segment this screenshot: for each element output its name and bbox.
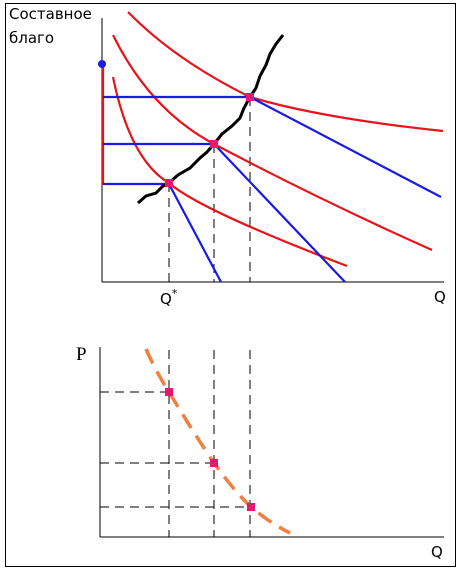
dashed-guides bbox=[100, 350, 251, 537]
q-star-label: Q* bbox=[160, 287, 178, 308]
tangency-points bbox=[165, 93, 254, 187]
dashed-guides bbox=[168, 97, 251, 282]
demand-curve bbox=[144, 348, 291, 535]
x-axis-label: Q bbox=[431, 543, 443, 561]
y-axis-label: P bbox=[76, 344, 87, 365]
q-star: Q bbox=[160, 290, 172, 308]
y-axis-label: Составное bbox=[9, 5, 92, 23]
y-axis-label: благо bbox=[9, 29, 54, 47]
endowment-point bbox=[98, 60, 106, 68]
frame bbox=[5, 3, 456, 567]
x-axis-label: Q bbox=[434, 288, 446, 306]
demand-points bbox=[165, 388, 255, 511]
q-star-sup: * bbox=[172, 287, 178, 300]
